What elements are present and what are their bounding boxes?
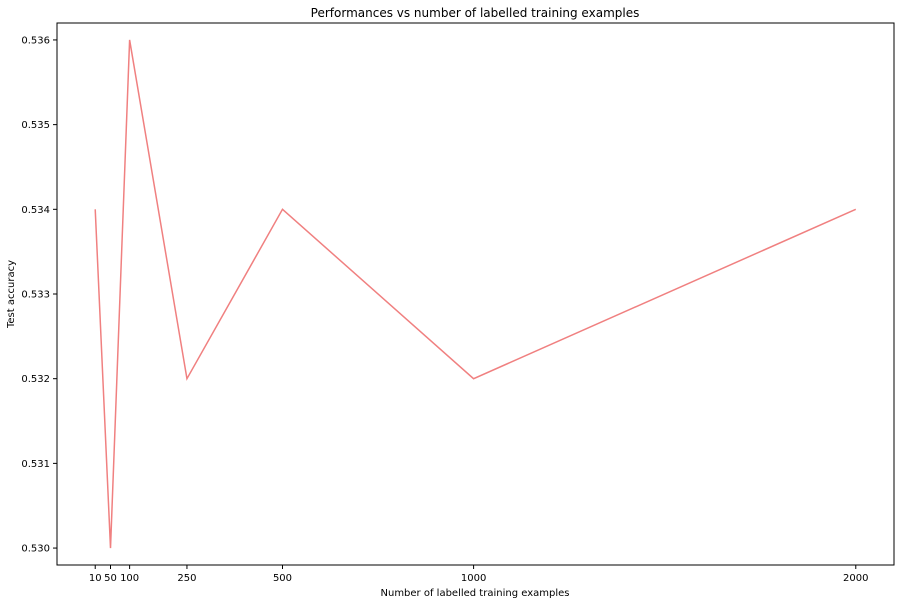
x-tick-label: 1000	[461, 573, 486, 584]
y-tick-label: 0.531	[21, 459, 50, 470]
x-axis-ticks: 10 50 100 250 500 1000 2000	[89, 565, 869, 584]
y-axis-label: Test accuracy	[6, 260, 17, 329]
y-tick-label: 0.534	[21, 205, 50, 216]
x-tick-label: 2000	[843, 573, 868, 584]
x-tick-label: 50	[104, 573, 117, 584]
y-tick-label: 0.530	[21, 544, 50, 555]
x-tick-label: 500	[273, 573, 292, 584]
plot-area-frame	[56, 22, 895, 566]
series-line	[94, 39, 857, 549]
x-tick-label: 10	[89, 573, 102, 584]
y-tick-label: 0.536	[21, 35, 50, 46]
y-axis-ticks: 0.530 0.531 0.532 0.533 0.534 0.535 0.536	[21, 35, 57, 555]
y-tick-label: 0.532	[21, 374, 50, 385]
y-tick-label: 0.533	[21, 290, 50, 301]
x-axis-label: Number of labelled training examples	[381, 588, 570, 599]
series-layer	[94, 39, 857, 549]
chart-title: Performances vs number of labelled train…	[311, 6, 640, 20]
x-tick-label: 100	[120, 573, 139, 584]
x-tick-label: 250	[177, 573, 196, 584]
y-tick-label: 0.535	[21, 120, 50, 131]
